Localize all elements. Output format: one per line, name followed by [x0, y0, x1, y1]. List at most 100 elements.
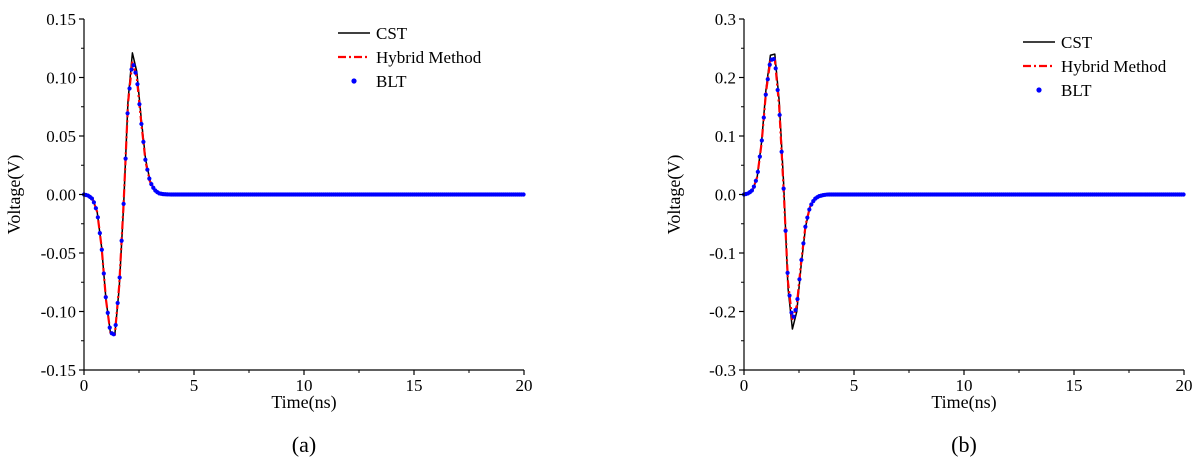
data-point [99, 247, 104, 252]
legend-label: CST [1061, 33, 1093, 52]
legend-label: Hybrid Method [1061, 57, 1167, 76]
legend-swatch [1036, 87, 1042, 93]
data-point [91, 200, 96, 205]
data-point [771, 56, 776, 62]
panel-label: (a) [292, 432, 316, 457]
legend: CST Hybrid Method BLT [338, 24, 482, 91]
legend-label: BLT [1061, 81, 1092, 100]
data-point [779, 149, 784, 154]
y-tick-label: 0.05 [46, 127, 76, 146]
data-point [129, 67, 134, 72]
legend-label: Hybrid Method [376, 48, 482, 67]
data-point [119, 238, 124, 243]
data-point [147, 176, 152, 181]
data-point [117, 275, 122, 280]
data-point [121, 201, 126, 206]
y-tick-label: -0.05 [41, 244, 76, 263]
x-axis-title: Time(ns) [271, 392, 336, 413]
series-blt [741, 56, 1186, 319]
data-point [139, 121, 144, 127]
series-hybrid-method [743, 57, 1184, 322]
x-tick-label: 15 [1066, 376, 1083, 395]
x-tick-label: 5 [190, 376, 199, 395]
data-point [137, 102, 142, 107]
y-tick-label: 0.3 [715, 10, 736, 29]
y-tick-label: 0.10 [46, 69, 76, 88]
data-point [113, 322, 118, 328]
data-point [785, 270, 790, 275]
x-tick-label: 20 [516, 376, 533, 395]
data-point [751, 184, 757, 189]
data-point [521, 192, 526, 197]
series-hybrid-method [83, 60, 524, 336]
y-tick-label: 0.00 [46, 186, 76, 205]
data-point [755, 169, 760, 174]
data-point [101, 271, 106, 276]
x-tick-label: 10 [956, 376, 973, 395]
y-tick-label: -0.3 [709, 361, 736, 380]
y-axis-title: Voltage(V) [664, 155, 685, 235]
data-point [95, 215, 100, 220]
data-point [795, 296, 800, 302]
data-point [111, 332, 116, 337]
data-point [805, 215, 810, 220]
legend-label: BLT [376, 72, 407, 91]
panel-label: (b) [951, 432, 977, 457]
data-point [809, 202, 814, 207]
chart-panel-b: 0 5 10 15 20 -0.3 -0.2 -0.1 0.0 0.1 0.2 0.3 Time(ns)… [664, 10, 1193, 457]
legend: CST Hybrid Method BLT [1023, 33, 1167, 100]
y-tick-label: 0.1 [715, 127, 736, 146]
chart-panel-a: 0 5 10 15 20 -0.15 -0.10 -0.05 0.00 0.05 0.10 0.15 T… [4, 10, 533, 457]
data-point [773, 66, 778, 71]
data-point [143, 157, 148, 162]
data-point [127, 86, 132, 91]
x-tick-label: 10 [296, 376, 313, 395]
series-cst [743, 53, 1184, 330]
y-tick-label: -0.15 [41, 361, 76, 380]
data-point [765, 77, 770, 82]
data-point [761, 115, 766, 120]
data-point [141, 139, 146, 144]
data-point [1181, 192, 1186, 197]
x-tick-label: 5 [850, 376, 859, 395]
data-point [767, 62, 772, 67]
data-point [757, 154, 762, 159]
data-point [789, 310, 794, 315]
y-tick-label: -0.10 [41, 303, 76, 322]
series-line [743, 53, 1184, 330]
legend-swatch [351, 78, 357, 84]
data-point [131, 63, 136, 68]
data-point [125, 111, 130, 116]
data-point [807, 207, 812, 212]
data-point [115, 300, 120, 306]
data-point [781, 186, 786, 191]
data-point [97, 231, 102, 236]
data-point [777, 112, 782, 118]
y-tick-label: 0.2 [715, 69, 736, 88]
data-point [753, 178, 758, 183]
x-tick-label: 0 [740, 376, 749, 395]
data-point [135, 82, 140, 87]
data-point [123, 156, 128, 161]
data-point [797, 277, 802, 282]
y-tick-label: -0.2 [709, 303, 736, 322]
data-point [799, 257, 804, 263]
y-tick-label: 0.15 [46, 10, 76, 29]
data-point [791, 314, 796, 319]
data-point [787, 293, 792, 298]
x-axis-title: Time(ns) [931, 392, 996, 413]
y-axis-title: Voltage(V) [4, 155, 25, 235]
data-point [93, 206, 98, 211]
series-line [743, 57, 1184, 322]
data-point [763, 92, 768, 97]
x-tick-label: 15 [406, 376, 423, 395]
data-point [759, 138, 764, 143]
data-point [133, 70, 138, 75]
y-tick-label: -0.1 [709, 244, 736, 263]
series-blt [81, 63, 526, 337]
data-point [775, 87, 780, 93]
data-point [803, 224, 808, 229]
data-point [801, 241, 806, 246]
data-point [783, 228, 788, 233]
series-line [83, 60, 524, 336]
